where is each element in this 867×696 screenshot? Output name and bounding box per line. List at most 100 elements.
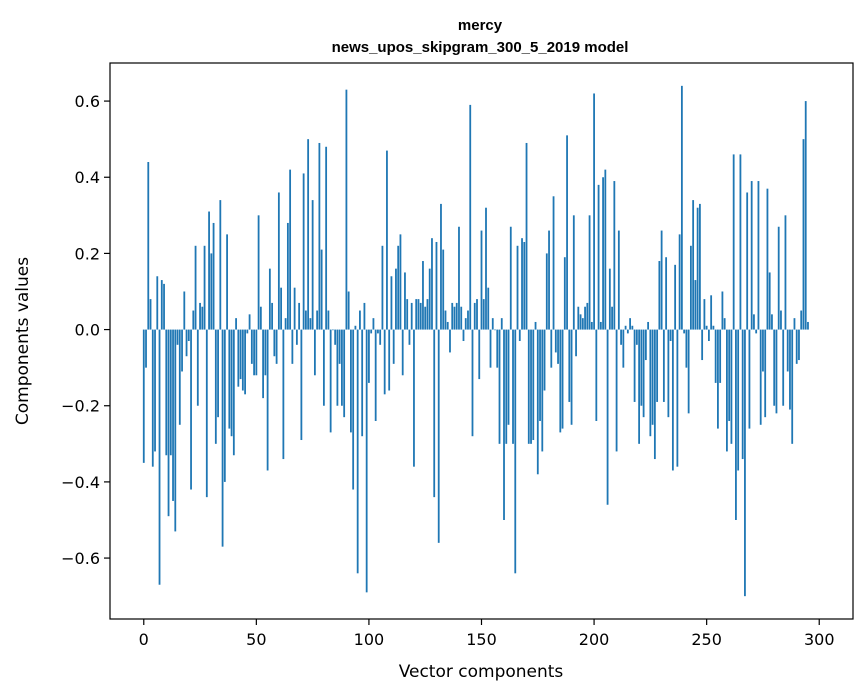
bar-56 <box>268 268 271 330</box>
bar-115 <box>401 329 404 376</box>
bar-181 <box>550 329 553 368</box>
bar-160 <box>503 329 505 520</box>
bar-103 <box>374 329 377 421</box>
bar-95 <box>356 329 359 574</box>
bar-180 <box>548 230 550 330</box>
bar-111 <box>392 329 395 364</box>
bar-5 <box>154 329 156 452</box>
bar-185 <box>559 329 562 433</box>
bar-228 <box>656 329 659 402</box>
bar-84 <box>332 329 334 331</box>
bar-14 <box>174 329 177 532</box>
bar-176 <box>539 329 541 421</box>
y-tick-label: −0.2 <box>61 397 100 416</box>
bar-234 <box>669 329 672 341</box>
bar-189 <box>568 329 571 402</box>
bar-90 <box>345 89 348 330</box>
bar-196 <box>584 306 586 330</box>
bar-254 <box>714 329 717 383</box>
bar-109 <box>388 329 391 391</box>
bar-200 <box>593 93 595 330</box>
bar-76 <box>313 329 316 376</box>
x-axis-label: Vector components <box>399 662 564 682</box>
bar-292 <box>800 310 803 330</box>
bar-240 <box>683 329 686 334</box>
bar-26 <box>201 306 204 330</box>
bar-289 <box>793 318 796 330</box>
x-tick-label: 250 <box>691 630 722 649</box>
bar-153 <box>487 287 490 330</box>
bar-146 <box>471 329 474 437</box>
bar-3 <box>149 299 152 330</box>
bar-214 <box>624 325 627 330</box>
bar-50 <box>255 329 258 376</box>
bar-13 <box>172 329 174 501</box>
bar-55 <box>266 329 269 471</box>
bar-53 <box>262 329 264 399</box>
bar-253 <box>712 325 715 330</box>
bar-34 <box>219 200 222 330</box>
bar-151 <box>482 299 485 330</box>
bar-150 <box>480 230 483 330</box>
bar-241 <box>685 329 688 368</box>
bar-169 <box>523 241 526 330</box>
bar-279 <box>771 314 773 330</box>
bar-74 <box>309 318 312 330</box>
bar-226 <box>651 329 654 425</box>
bar-61 <box>280 287 283 330</box>
bar-205 <box>604 169 607 330</box>
bar-271 <box>753 314 755 330</box>
bar-239 <box>680 85 683 330</box>
bar-16 <box>178 329 181 425</box>
bar-257 <box>721 291 724 330</box>
bar-203 <box>599 321 602 330</box>
bar-42 <box>237 329 240 387</box>
bar-135 <box>446 321 449 330</box>
bar-19 <box>185 329 188 357</box>
bar-107 <box>383 329 386 395</box>
bar-250 <box>705 325 708 330</box>
bar-96 <box>359 310 361 330</box>
bar-122 <box>417 299 420 330</box>
bar-9 <box>163 283 165 330</box>
bar-82 <box>327 310 330 330</box>
bar-97 <box>361 329 364 437</box>
bar-171 <box>527 329 530 444</box>
bar-51 <box>257 215 260 330</box>
bar-261 <box>730 329 733 444</box>
bar-156 <box>494 329 496 331</box>
bar-248 <box>701 329 704 361</box>
bar-137 <box>451 302 454 330</box>
bar-173 <box>532 329 535 441</box>
bar-204 <box>602 177 604 330</box>
bar-188 <box>566 135 568 330</box>
bar-243 <box>689 245 692 330</box>
bar-66 <box>291 329 294 364</box>
bar-83 <box>329 329 332 433</box>
bar-232 <box>665 257 668 330</box>
bar-255 <box>717 329 719 429</box>
bar-273 <box>757 181 760 330</box>
bar-208 <box>611 306 613 330</box>
bar-102 <box>372 318 375 330</box>
bar-218 <box>633 329 636 402</box>
bar-38 <box>228 329 231 429</box>
bar-244 <box>692 200 695 330</box>
bar-57 <box>271 302 274 330</box>
bar-158 <box>498 329 501 444</box>
bar-174 <box>534 321 537 330</box>
bar-212 <box>620 329 622 345</box>
y-tick-label: −0.6 <box>61 549 100 568</box>
bar-43 <box>239 329 242 380</box>
bar-148 <box>476 299 478 330</box>
bar-132 <box>440 203 442 330</box>
y-tick-label: 0.4 <box>75 168 100 187</box>
bar-59 <box>275 329 278 364</box>
bar-40 <box>232 329 235 456</box>
bar-32 <box>214 329 217 444</box>
bar-126 <box>426 299 429 330</box>
bar-216 <box>629 318 631 330</box>
bar-274 <box>759 329 762 425</box>
bar-170 <box>525 142 528 330</box>
bar-124 <box>422 261 424 330</box>
